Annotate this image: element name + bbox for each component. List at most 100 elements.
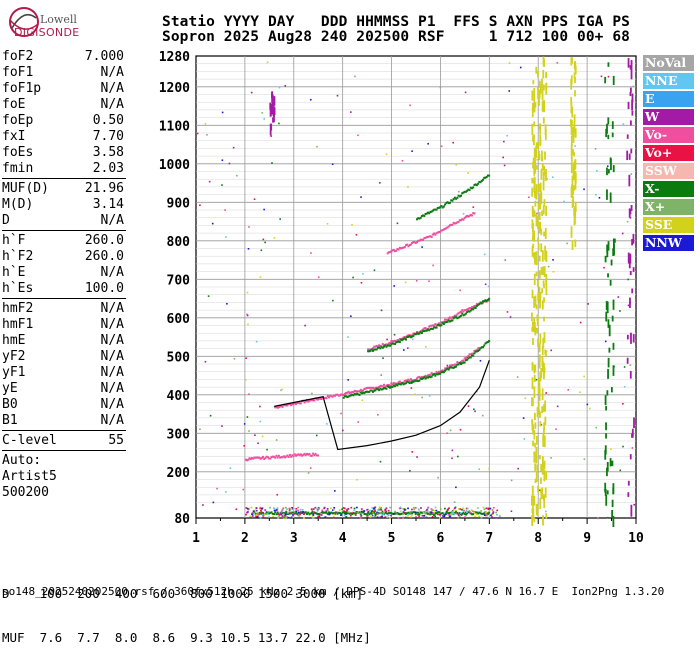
echo-point: [406, 335, 409, 338]
echo-point: [244, 458, 247, 461]
interference-stripe: [630, 87, 632, 93]
echo-point: [446, 511, 449, 514]
echo-point: [343, 512, 346, 515]
echo-point: [413, 380, 416, 383]
interference-stripe: [540, 463, 543, 472]
echo-point: [407, 335, 410, 338]
echo-point: [418, 375, 421, 378]
echo-point: [297, 453, 300, 456]
echo-point: [298, 454, 301, 457]
es-clutter: [470, 509, 473, 511]
noise-echo: [309, 467, 312, 469]
noise-echo: [472, 206, 475, 208]
noise-echo: [336, 94, 339, 97]
param-row-foes: foEs 3.58: [2, 145, 126, 161]
es-clutter: [451, 512, 454, 514]
es-clutter: [321, 510, 324, 513]
echo-point: [394, 342, 396, 345]
es-clutter: [472, 510, 474, 513]
noise-echo: [380, 309, 383, 312]
noise-echo: [206, 133, 208, 136]
divider: [2, 298, 126, 299]
echo-point: [425, 328, 428, 331]
es-clutter: [374, 508, 376, 510]
noise-echo: [446, 364, 449, 367]
noise-echo: [204, 360, 207, 363]
interference-stripe: [543, 362, 545, 369]
echo-point: [408, 379, 411, 382]
es-clutter: [291, 507, 294, 509]
noise-echo: [487, 285, 490, 288]
noise-echo: [623, 386, 626, 388]
muf-row: MUF 7.6 7.7 8.0 8.6 9.3 10.5 13.7 22.0 […: [2, 630, 371, 645]
interference-stripe: [533, 318, 536, 325]
es-clutter: [293, 513, 296, 515]
noise-echo: [250, 91, 253, 94]
interference-stripe: [608, 324, 611, 337]
echo-point: [471, 352, 473, 355]
noise-echo: [539, 489, 541, 492]
es-clutter: [285, 510, 288, 513]
es-clutter: [287, 512, 289, 515]
noise-echo: [416, 456, 418, 458]
es-clutter: [347, 508, 350, 511]
echo-point: [473, 183, 476, 186]
echo-point: [257, 456, 260, 459]
echo-point: [434, 208, 437, 211]
echo-point: [468, 189, 471, 192]
es-clutter: [343, 510, 346, 513]
interference-stripe: [533, 121, 536, 127]
echo-point: [447, 512, 450, 515]
echo-point: [429, 373, 432, 376]
interference-stripe: [534, 463, 537, 471]
es-clutter: [473, 511, 476, 514]
noise-echo: [246, 291, 249, 294]
echo-point: [414, 333, 417, 336]
echo-point: [479, 347, 482, 350]
autoscale-line: Auto:: [2, 453, 42, 468]
interference-stripe: [533, 252, 536, 259]
interference-stripe: [541, 487, 544, 500]
echo-point: [472, 308, 475, 311]
echo-point: [374, 386, 377, 389]
interference-stripe: [535, 448, 538, 453]
echo-point: [400, 383, 403, 386]
echo-point: [376, 345, 379, 348]
noise-echo: [488, 516, 491, 519]
interference-stripe: [604, 76, 607, 84]
es-clutter: [379, 516, 382, 518]
echo-point: [314, 452, 317, 455]
interference-stripe: [542, 100, 545, 111]
es-clutter: [290, 517, 293, 519]
es-clutter: [377, 509, 380, 512]
es-clutter: [255, 513, 258, 516]
echo-point: [446, 319, 449, 322]
es-clutter: [326, 509, 329, 512]
interference-stripe: [533, 210, 536, 217]
echo-point: [458, 315, 461, 318]
param-row-he: h`E N/A: [2, 265, 126, 281]
es-clutter: [255, 509, 258, 512]
interference-stripe: [544, 245, 547, 251]
echo-point: [482, 512, 484, 515]
es-clutter: [258, 511, 261, 514]
echo-point: [266, 456, 269, 459]
echo-point: [381, 385, 384, 388]
param-name: h`F: [2, 233, 26, 248]
es-clutter: [298, 515, 301, 517]
echo-point: [365, 387, 368, 390]
echo-point: [248, 457, 251, 460]
noise-echo: [595, 426, 598, 429]
echo-point: [472, 354, 475, 357]
es-clutter: [426, 510, 429, 512]
interference-stripe: [532, 321, 534, 332]
noise-echo: [380, 374, 383, 376]
es-clutter: [448, 511, 451, 514]
echo-point: [373, 511, 376, 514]
echo-point: [325, 511, 328, 514]
echo-point: [301, 454, 304, 457]
interference-stripe: [538, 390, 541, 401]
echo-point: [456, 313, 459, 316]
interference-stripe: [571, 119, 573, 126]
echo-point: [467, 308, 470, 311]
